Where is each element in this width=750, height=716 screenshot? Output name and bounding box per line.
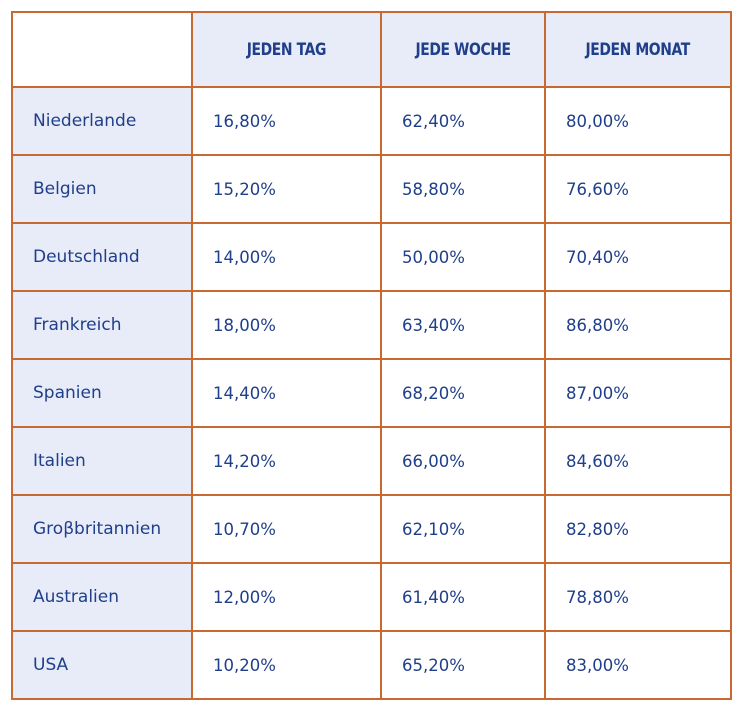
row-label: Spanien	[11, 358, 193, 428]
table-row: Australien 12,00% 61,40% 78,80%	[11, 562, 732, 632]
row-label: Italien	[11, 426, 193, 496]
table-row: Belgien 15,20% 58,80% 76,60%	[11, 154, 732, 224]
row-label: Deutschland	[11, 222, 193, 292]
column-header-jeden-monat: JEDEN MONAT	[544, 11, 732, 88]
cell-jeden-monat: 86,80%	[544, 290, 732, 360]
column-header-jeden-tag: JEDEN TAG	[191, 11, 382, 88]
cell-jeden-tag: 12,00%	[191, 562, 382, 632]
column-header-jede-woche: JEDE WOCHE	[380, 11, 546, 88]
row-label: Australien	[11, 562, 193, 632]
cell-jeden-tag: 14,40%	[191, 358, 382, 428]
cell-jeden-monat: 83,00%	[544, 630, 732, 700]
row-label: Frankreich	[11, 290, 193, 360]
cell-jede-woche: 65,20%	[380, 630, 546, 700]
cell-jeden-tag: 18,00%	[191, 290, 382, 360]
cell-jeden-tag: 10,20%	[191, 630, 382, 700]
table-row: Spanien 14,40% 68,20% 87,00%	[11, 358, 732, 428]
cell-jede-woche: 66,00%	[380, 426, 546, 496]
cell-jede-woche: 58,80%	[380, 154, 546, 224]
cell-jeden-monat: 80,00%	[544, 86, 732, 156]
row-label: Niederlande	[11, 86, 193, 156]
cell-jede-woche: 68,20%	[380, 358, 546, 428]
cell-jeden-monat: 78,80%	[544, 562, 732, 632]
cell-jede-woche: 50,00%	[380, 222, 546, 292]
cell-jeden-tag: 16,80%	[191, 86, 382, 156]
cell-jeden-tag: 14,20%	[191, 426, 382, 496]
cell-jeden-monat: 76,60%	[544, 154, 732, 224]
cell-jeden-monat: 84,60%	[544, 426, 732, 496]
table-row: Niederlande 16,80% 62,40% 80,00%	[11, 86, 732, 156]
table-row: Groβbritannien 10,70% 62,10% 82,80%	[11, 494, 732, 564]
data-table: JEDEN TAG JEDE WOCHE JEDEN MONAT Niederl…	[11, 11, 732, 700]
cell-jede-woche: 62,10%	[380, 494, 546, 564]
cell-jede-woche: 62,40%	[380, 86, 546, 156]
cell-jeden-monat: 87,00%	[544, 358, 732, 428]
corner-cell	[11, 11, 193, 88]
cell-jede-woche: 61,40%	[380, 562, 546, 632]
cell-jeden-tag: 10,70%	[191, 494, 382, 564]
table-row: Deutschland 14,00% 50,00% 70,40%	[11, 222, 732, 292]
table-row: USA 10,20% 65,20% 83,00%	[11, 630, 732, 700]
row-label: Belgien	[11, 154, 193, 224]
table-row: Frankreich 18,00% 63,40% 86,80%	[11, 290, 732, 360]
cell-jede-woche: 63,40%	[380, 290, 546, 360]
cell-jeden-tag: 15,20%	[191, 154, 382, 224]
header-row: JEDEN TAG JEDE WOCHE JEDEN MONAT	[11, 11, 732, 88]
row-label: USA	[11, 630, 193, 700]
cell-jeden-tag: 14,00%	[191, 222, 382, 292]
data-table-container: JEDEN TAG JEDE WOCHE JEDEN MONAT Niederl…	[11, 11, 732, 700]
row-label: Groβbritannien	[11, 494, 193, 564]
cell-jeden-monat: 82,80%	[544, 494, 732, 564]
table-row: Italien 14,20% 66,00% 84,60%	[11, 426, 732, 496]
cell-jeden-monat: 70,40%	[544, 222, 732, 292]
